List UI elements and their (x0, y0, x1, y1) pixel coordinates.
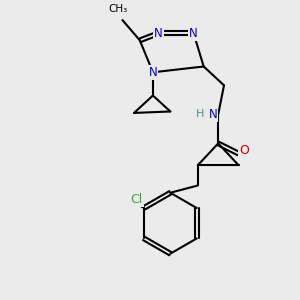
Text: H: H (196, 109, 204, 119)
Text: N: N (154, 27, 163, 40)
Text: N: N (189, 27, 198, 40)
Text: O: O (239, 144, 249, 157)
Text: CH₃: CH₃ (109, 4, 128, 14)
Text: N: N (148, 66, 157, 79)
Text: Cl: Cl (130, 193, 143, 206)
Text: N: N (208, 108, 217, 121)
